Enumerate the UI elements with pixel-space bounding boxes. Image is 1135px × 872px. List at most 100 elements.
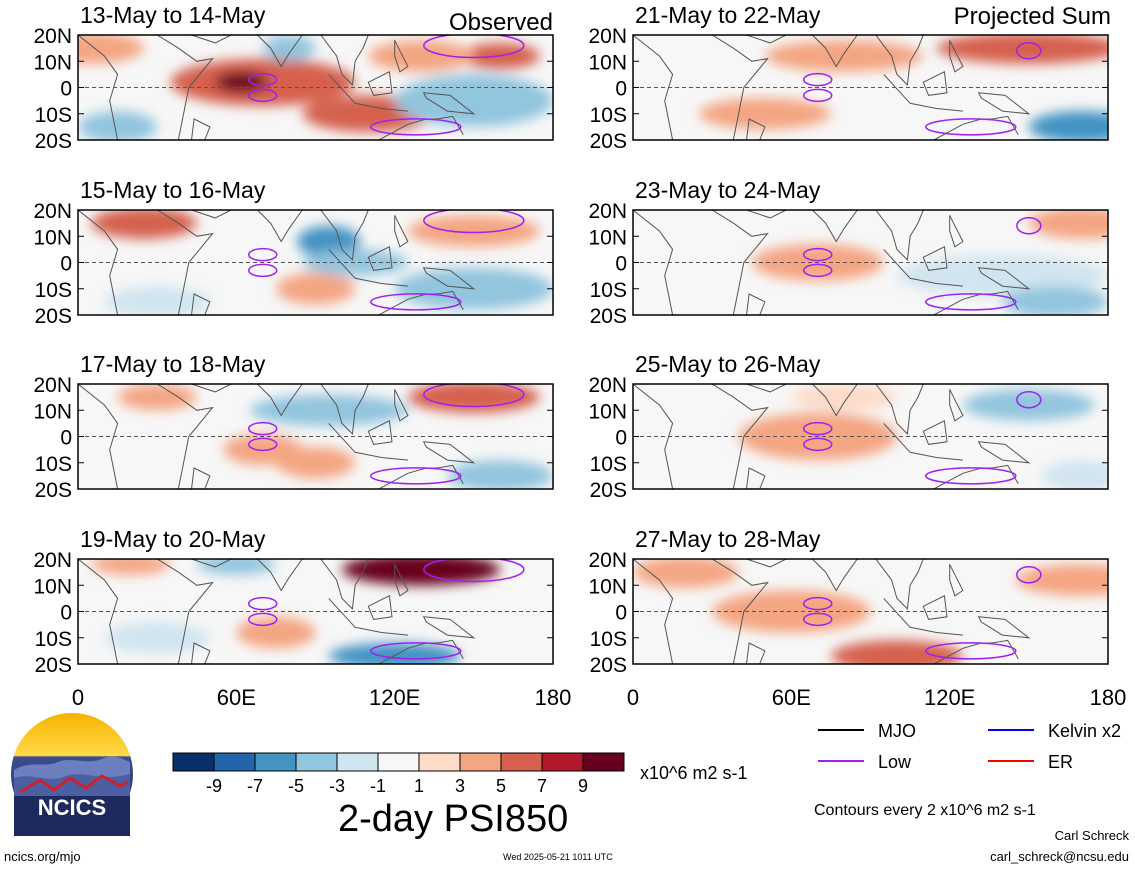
contour-ring <box>925 467 1017 485</box>
x-tick-label: 0 <box>72 685 84 710</box>
y-tick-label: 10S <box>35 453 72 476</box>
colorbar-swatch <box>213 752 256 772</box>
y-tick-label: 0 <box>615 78 627 101</box>
anomaly-blob <box>1028 210 1108 239</box>
africa-west-coast <box>633 559 674 664</box>
anomaly-blob <box>91 559 171 575</box>
x-tick-label: 120E <box>924 685 975 710</box>
contour-ring <box>925 642 1017 660</box>
y-tick-label: 10S <box>35 628 72 651</box>
indonesia <box>883 249 963 287</box>
legend: MJO Kelvin x2 Low ER <box>818 721 1121 772</box>
se-asia-coast <box>875 384 924 435</box>
africa-west-coast <box>78 210 119 315</box>
y-tick-label: 20S <box>590 130 627 153</box>
philippines <box>394 215 409 248</box>
madagascar <box>190 642 211 664</box>
se-asia-coast <box>875 559 924 610</box>
y-tick-label: 0 <box>615 427 627 450</box>
logo-text: NCICS <box>38 795 106 820</box>
colorbar-label: -3 <box>329 776 345 796</box>
colorbar-label: 3 <box>455 776 465 796</box>
contour-ring <box>247 612 278 627</box>
contour-ring <box>247 421 278 436</box>
africa-east-coast <box>711 210 769 315</box>
anomaly-blob <box>407 384 540 413</box>
africa-east-coast <box>156 210 214 315</box>
borneo <box>367 246 393 271</box>
anomaly-blob <box>1042 460 1108 489</box>
low-contours <box>802 391 1042 485</box>
borneo <box>922 420 948 445</box>
anomaly-blob <box>936 35 1108 64</box>
low-contours <box>247 210 525 311</box>
panel-1: 20N 10N 0 10S 20S 13-May to 14-May <box>33 2 554 153</box>
madagascar <box>745 467 766 489</box>
ncics-logo: NCICS <box>10 712 134 836</box>
new-guinea <box>422 441 476 464</box>
y-tick-label: 10S <box>590 628 627 651</box>
se-asia-coast <box>320 210 369 261</box>
anomaly-blob <box>791 384 897 411</box>
arabia-coast <box>191 210 232 219</box>
colorbar-label: -7 <box>247 776 263 796</box>
arabia-coast <box>191 35 232 44</box>
anomaly-field <box>698 35 1108 140</box>
x-tick-label: 180 <box>1090 685 1127 710</box>
africa-east-coast <box>711 559 769 664</box>
y-tick-label: 0 <box>60 253 72 276</box>
y-tick-label: 20N <box>33 25 72 48</box>
author-email[interactable]: carl_schreck@ncsu.edu <box>990 849 1129 864</box>
y-tick-label: 10N <box>33 226 72 249</box>
y-tick-label: 20N <box>588 549 627 572</box>
anomaly-blob <box>328 643 461 664</box>
borneo <box>922 595 948 620</box>
africa-east-coast <box>156 384 214 489</box>
y-tick-label: 20N <box>588 25 627 48</box>
anomaly-blob <box>1015 564 1108 596</box>
x-tick-label: 0 <box>627 685 639 710</box>
colorbar-swatch <box>336 752 379 772</box>
panel-4: 20N 10N 0 10S 20S 19-May to 20-May <box>33 526 554 677</box>
contour-ring <box>423 210 525 234</box>
contour-ring <box>802 421 833 436</box>
africa-east-coast <box>711 35 769 140</box>
y-tick-label: 10N <box>588 575 627 598</box>
indonesia <box>328 74 408 112</box>
contour-ring <box>370 467 462 485</box>
y-tick-label: 20S <box>35 479 72 502</box>
y-tick-label: 20S <box>590 479 627 502</box>
borneo <box>367 71 393 96</box>
contour-ring <box>802 596 833 611</box>
arabia-coast <box>191 559 232 568</box>
africa-east-coast <box>711 384 769 489</box>
anomaly-blob <box>275 273 356 305</box>
india-coast <box>812 559 858 592</box>
low-contours <box>247 559 525 660</box>
arabia-coast <box>746 210 787 219</box>
contour-ring <box>1016 391 1042 409</box>
legend-label: Low <box>878 752 912 772</box>
y-tick-label: 20S <box>35 305 72 328</box>
anomaly-blob <box>104 622 210 654</box>
panel-title: 25-May to 26-May <box>635 351 821 377</box>
low-contours <box>802 42 1042 136</box>
site-link[interactable]: ncics.org/mjo <box>4 849 81 864</box>
coastlines <box>633 35 1031 140</box>
y-tick-label: 0 <box>615 253 627 276</box>
colorbar-swatch <box>418 752 461 772</box>
borneo <box>367 595 393 620</box>
colorbar-label: 7 <box>537 776 547 796</box>
india-coast <box>812 384 858 417</box>
anomaly-blob <box>78 35 144 64</box>
philippines <box>394 564 409 597</box>
arabia-coast <box>191 384 232 393</box>
low-contours <box>247 35 525 136</box>
contour-ring <box>802 263 833 278</box>
coastlines <box>78 210 476 315</box>
contour-ring <box>247 88 278 103</box>
anomaly-blob <box>117 384 197 411</box>
africa-west-coast <box>78 384 119 489</box>
contour-ring <box>802 88 833 103</box>
anomaly-blob <box>196 559 276 575</box>
